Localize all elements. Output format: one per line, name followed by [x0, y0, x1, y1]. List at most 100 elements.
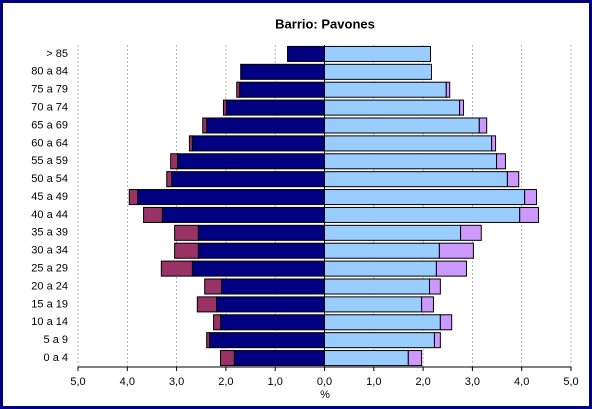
bar — [206, 332, 211, 349]
bar — [177, 153, 325, 170]
bar — [324, 224, 462, 241]
bar — [324, 81, 447, 98]
y-tick-label: 65 a 69 — [31, 119, 68, 131]
y-tick-label: 50 a 54 — [31, 173, 68, 185]
x-tick-label: 0,0 — [317, 376, 332, 388]
bar — [433, 332, 441, 349]
y-tick-label: 0 a 4 — [44, 352, 68, 364]
x-tick-label: 3,0 — [465, 376, 480, 388]
bar — [496, 153, 506, 170]
y-tick-label: 30 a 34 — [31, 245, 68, 257]
bar — [240, 63, 325, 80]
y-tick-label: 40 a 44 — [31, 209, 68, 221]
bar — [478, 117, 488, 134]
bar — [143, 206, 163, 223]
bar — [407, 350, 423, 367]
bar — [197, 242, 326, 259]
bar — [491, 135, 497, 152]
bar — [324, 189, 526, 206]
bar — [439, 314, 453, 331]
bar — [239, 81, 325, 98]
y-tick-label: 25 a 29 — [31, 263, 68, 275]
bar — [324, 260, 437, 277]
bar — [236, 81, 241, 98]
y-tick-label: 45 a 49 — [31, 191, 68, 203]
bar — [324, 296, 423, 313]
bar — [324, 332, 435, 349]
bar — [324, 117, 480, 134]
bar — [191, 135, 325, 152]
bar — [324, 99, 461, 116]
y-tick-label: 10 a 14 — [31, 316, 68, 328]
y-tick-label: 35 a 39 — [31, 227, 68, 239]
y-tick-label: 55 a 59 — [31, 155, 68, 167]
bar — [213, 314, 221, 331]
x-tick-label: 3,0 — [169, 376, 184, 388]
chart-title: Barrio: Pavones — [275, 16, 375, 31]
y-tick-label: 15 a 19 — [31, 298, 68, 310]
bar — [222, 99, 227, 116]
bar — [166, 171, 173, 188]
bar — [191, 260, 325, 277]
bar — [161, 206, 325, 223]
bar — [324, 314, 441, 331]
bar — [220, 278, 325, 295]
x-tick-label: 2,0 — [218, 376, 233, 388]
bar — [324, 135, 493, 152]
bar — [197, 224, 326, 241]
bar — [233, 350, 326, 367]
bar — [174, 242, 199, 259]
y-tick-label: 5 a 9 — [44, 334, 68, 346]
bar — [524, 189, 537, 206]
bar — [287, 45, 325, 62]
bar — [324, 45, 431, 62]
bar — [324, 278, 431, 295]
x-tick-label: 4,0 — [120, 376, 135, 388]
bar — [459, 99, 465, 116]
bar — [128, 189, 139, 206]
bar — [137, 189, 325, 206]
bar — [421, 296, 434, 313]
bar — [324, 206, 521, 223]
y-tick-label: 75 a 79 — [31, 84, 68, 96]
bar — [209, 332, 325, 349]
bar — [219, 314, 326, 331]
y-tick-label: 70 a 74 — [31, 102, 68, 114]
bar — [174, 224, 199, 241]
bar — [204, 278, 222, 295]
bar — [188, 135, 193, 152]
bar — [160, 260, 193, 277]
bar — [438, 242, 474, 259]
bar — [429, 278, 441, 295]
x-tick-label: 1,0 — [268, 376, 283, 388]
bar — [219, 350, 235, 367]
x-tick-label: 2,0 — [415, 376, 430, 388]
y-tick-label: 80 a 84 — [31, 66, 68, 78]
bar — [460, 224, 482, 241]
y-tick-label: 20 a 24 — [31, 280, 68, 292]
x-tick-label: 4,0 — [514, 376, 529, 388]
x-tick-label: 5,0 — [563, 376, 578, 388]
bar — [519, 206, 539, 223]
y-tick-label: > 85 — [46, 48, 68, 60]
y-tick-label: 60 a 64 — [31, 137, 68, 149]
x-axis-label: % — [320, 389, 330, 401]
x-tick-label: 1,0 — [366, 376, 381, 388]
bar — [202, 117, 208, 134]
bar — [170, 153, 179, 170]
bar — [324, 350, 409, 367]
bar — [435, 260, 467, 277]
bar — [506, 171, 520, 188]
bar — [225, 99, 326, 116]
bar — [324, 171, 508, 188]
bar — [324, 242, 440, 259]
bar — [206, 117, 326, 134]
x-tick-label: 5,0 — [70, 376, 85, 388]
bar — [216, 296, 326, 313]
bar — [196, 296, 218, 313]
bar — [445, 81, 451, 98]
bar — [324, 153, 498, 170]
bar — [171, 171, 325, 188]
bar — [324, 63, 432, 80]
